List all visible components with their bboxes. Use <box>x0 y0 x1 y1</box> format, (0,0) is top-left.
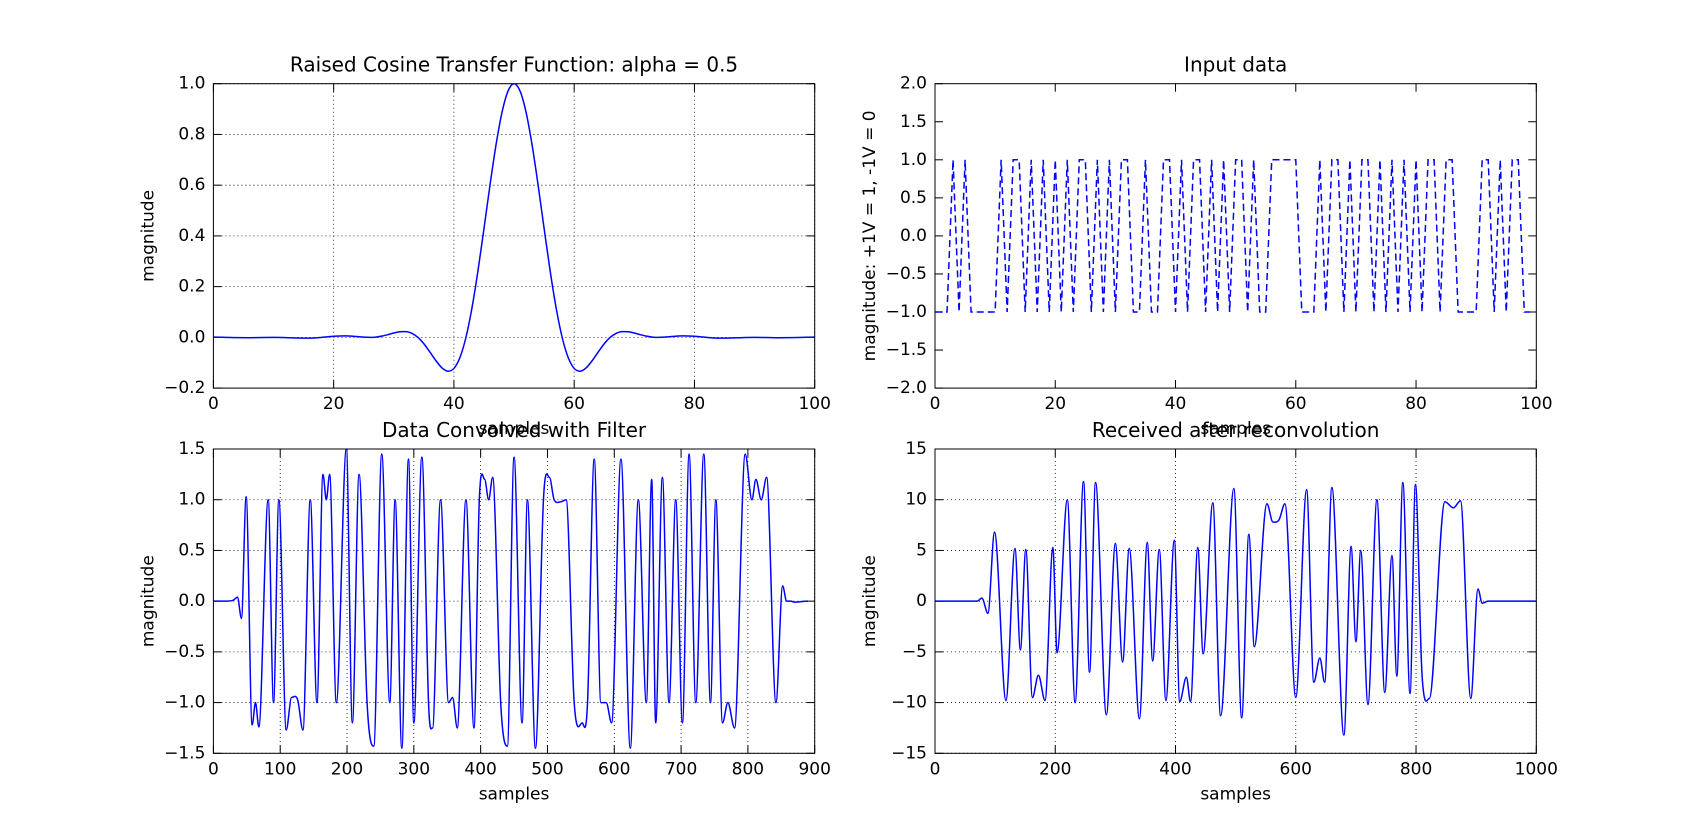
y-axis-label: magnitude: +1V = 1, -1V = 0 <box>860 110 880 361</box>
y-tick-label: 0 <box>916 591 927 611</box>
x-tick-label: 60 <box>1285 394 1307 414</box>
y-tick-label: 0.0 <box>900 226 927 246</box>
y-tick-label: 2.0 <box>900 74 927 94</box>
y-tick-label: 1.0 <box>178 74 205 94</box>
y-tick-label: −2.0 <box>886 378 927 398</box>
subplot: 0 20 40 60 80 100 −0.2 0.0 0.2 0.4 0.6 0.8 1.0 Raised… <box>138 53 831 439</box>
x-tick-label: 100 <box>798 394 830 414</box>
y-axis-label: magnitude <box>138 555 158 647</box>
y-tick-label: 1.0 <box>178 490 205 510</box>
x-tick-label: 600 <box>1280 759 1312 779</box>
x-tick-label: 0 <box>930 394 941 414</box>
data-line <box>213 449 809 749</box>
x-tick-label: 0 <box>930 759 941 779</box>
x-tick-label: 400 <box>464 759 496 779</box>
y-tick-label: 1.0 <box>900 150 927 170</box>
y-tick-label: 10 <box>905 490 927 510</box>
y-tick-label: −15 <box>891 743 927 763</box>
y-tick-label: −5 <box>902 642 927 662</box>
y-tick-label: 5 <box>916 540 927 560</box>
y-tick-label: −10 <box>891 693 927 713</box>
y-tick-label: −1.0 <box>164 693 205 713</box>
x-tick-label: 20 <box>323 394 345 414</box>
x-tick-label: 500 <box>531 759 563 779</box>
x-tick-label: 300 <box>398 759 430 779</box>
y-tick-label: −1.0 <box>886 302 927 322</box>
y-tick-label: −1.5 <box>164 743 205 763</box>
x-tick-label: 0 <box>208 759 219 779</box>
subplot: 0 200 400 600 800 1000 −15 −10 −5 0 5 10 15 Received … <box>860 418 1558 804</box>
y-tick-label: 0.0 <box>178 591 205 611</box>
y-tick-label: 0.0 <box>178 327 205 347</box>
subplot-title: Data Convolved with Filter <box>382 418 647 442</box>
x-tick-label: 400 <box>1159 759 1191 779</box>
y-tick-label: 0.8 <box>178 124 205 144</box>
subplot-title: Received after reconvolution <box>1092 418 1380 442</box>
y-axis-label: magnitude <box>860 555 880 647</box>
subplot-title: Raised Cosine Transfer Function: alpha =… <box>290 53 738 77</box>
y-tick-label: −0.5 <box>886 264 927 284</box>
x-tick-label: 100 <box>1520 394 1552 414</box>
subplot-title: Input data <box>1184 53 1287 77</box>
axes-frame <box>934 83 1537 389</box>
y-tick-label: 0.2 <box>178 277 205 297</box>
y-tick-label: −1.5 <box>886 340 927 360</box>
y-tick-label: 1.5 <box>178 439 205 459</box>
data-line <box>935 159 1531 313</box>
y-tick-label: −0.2 <box>164 378 205 398</box>
data-line <box>935 480 1537 736</box>
x-tick-label: 40 <box>1165 394 1187 414</box>
x-tick-label: 200 <box>1039 759 1071 779</box>
x-tick-label: 100 <box>264 759 296 779</box>
y-tick-label: 0.5 <box>178 540 205 560</box>
y-tick-label: 1.5 <box>900 112 927 132</box>
x-tick-label: 40 <box>443 394 465 414</box>
x-tick-label: 80 <box>684 394 706 414</box>
x-tick-label: 1000 <box>1515 759 1558 779</box>
x-tick-label: 800 <box>732 759 764 779</box>
x-tick-label: 700 <box>665 759 697 779</box>
y-tick-label: −0.5 <box>164 642 205 662</box>
axes-frame <box>212 448 816 754</box>
x-axis-label: samples <box>1200 784 1271 804</box>
y-tick-label: 15 <box>905 439 927 459</box>
x-axis-label: samples <box>479 784 550 804</box>
x-axis-label: samples <box>1200 419 1271 439</box>
x-tick-label: 60 <box>563 394 585 414</box>
x-axis-label: samples <box>479 419 550 439</box>
y-axis-label: magnitude <box>138 190 158 282</box>
axes-frame <box>212 83 816 389</box>
y-tick-label: 0.4 <box>178 226 205 246</box>
y-tick-label: 0.5 <box>900 188 927 208</box>
x-tick-label: 200 <box>331 759 363 779</box>
subplot: 0 20 40 60 80 100 −2.0 −1.5 −1.0 −0.5 0.0 0.5 1.0 1.5… <box>860 53 1553 439</box>
x-tick-label: 600 <box>598 759 630 779</box>
x-tick-label: 0 <box>208 394 219 414</box>
axes-frame <box>934 448 1537 754</box>
subplot: 0 100 200 300 400 500 600 700 800 900 −1.5 −1.0 −0.5… <box>138 418 831 804</box>
x-tick-label: 80 <box>1405 394 1427 414</box>
x-tick-label: 800 <box>1400 759 1432 779</box>
y-tick-label: 0.6 <box>178 175 205 195</box>
x-tick-label: 900 <box>798 759 830 779</box>
x-tick-label: 20 <box>1044 394 1066 414</box>
